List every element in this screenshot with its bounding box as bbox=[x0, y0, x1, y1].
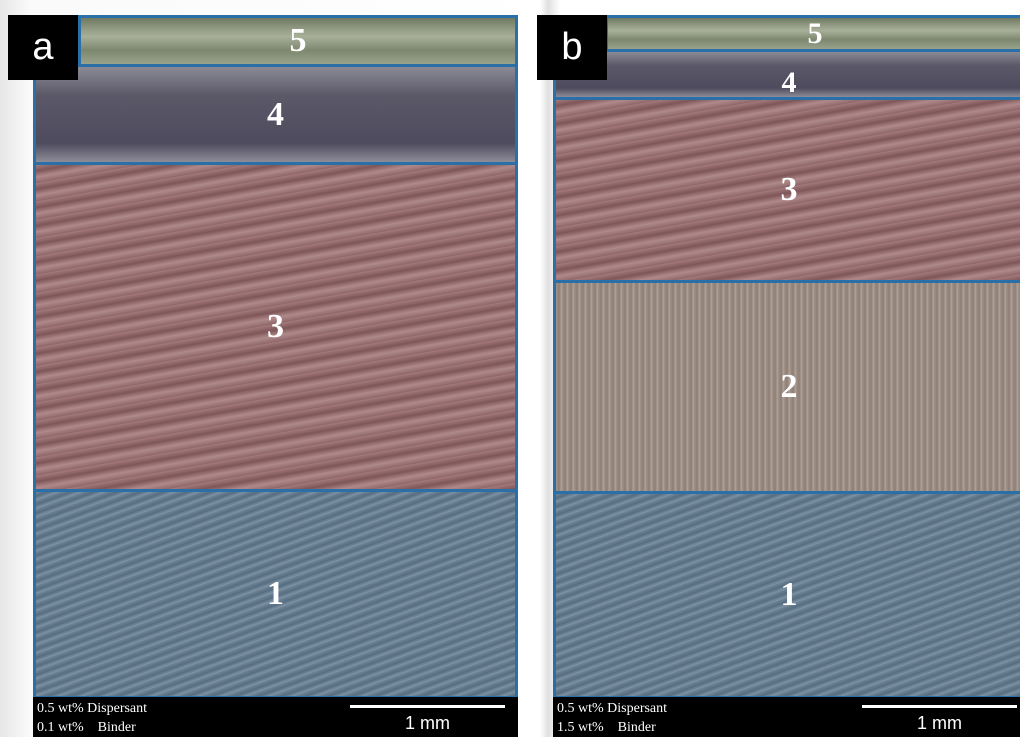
caption-line: 0.5 wt% Dispersant bbox=[37, 701, 148, 716]
caption-line: 0.1 wt% Binder bbox=[37, 720, 136, 735]
region: 4 bbox=[33, 64, 518, 165]
scale-bar bbox=[862, 705, 1017, 708]
region: 5 bbox=[605, 15, 1020, 52]
region-label: 1 bbox=[780, 576, 798, 613]
region: 1 bbox=[553, 491, 1020, 699]
region: 5 bbox=[78, 15, 518, 67]
region: 2 bbox=[553, 280, 1020, 494]
scale-label: 1 mm bbox=[917, 713, 962, 733]
scale-bar bbox=[350, 705, 505, 708]
region-label: 2 bbox=[780, 368, 798, 405]
region: 3 bbox=[553, 97, 1020, 283]
caption: 0.5 wt% Dispersant 0.1 wt% Binder bbox=[37, 699, 147, 737]
region-label: 3 bbox=[780, 171, 798, 208]
caption-line: 0.5 wt% Dispersant bbox=[557, 701, 668, 716]
region-label: 5 bbox=[289, 22, 307, 59]
region-label: 4 bbox=[267, 95, 284, 133]
caption: 0.5 wt% Dispersant 1.5 wt% Binder bbox=[557, 699, 667, 737]
panel-label: a bbox=[8, 15, 78, 80]
footer: 0.5 wt% Dispersant 0.1 wt% Binder 1 mm bbox=[33, 697, 518, 737]
region-label: 4 bbox=[781, 65, 797, 99]
scale-label: 1 mm bbox=[405, 713, 450, 733]
region-label: 1 bbox=[267, 575, 284, 612]
region-label: 3 bbox=[267, 308, 284, 345]
caption-line: 1.5 wt% Binder bbox=[557, 720, 656, 735]
region-label: 5 bbox=[807, 16, 823, 50]
panel-label: b bbox=[537, 15, 607, 80]
footer: 0.5 wt% Dispersant 1.5 wt% Binder 1 mm bbox=[553, 697, 1020, 737]
region: 3 bbox=[33, 162, 518, 492]
region: 1 bbox=[33, 489, 518, 699]
region: 4 bbox=[553, 49, 1020, 100]
